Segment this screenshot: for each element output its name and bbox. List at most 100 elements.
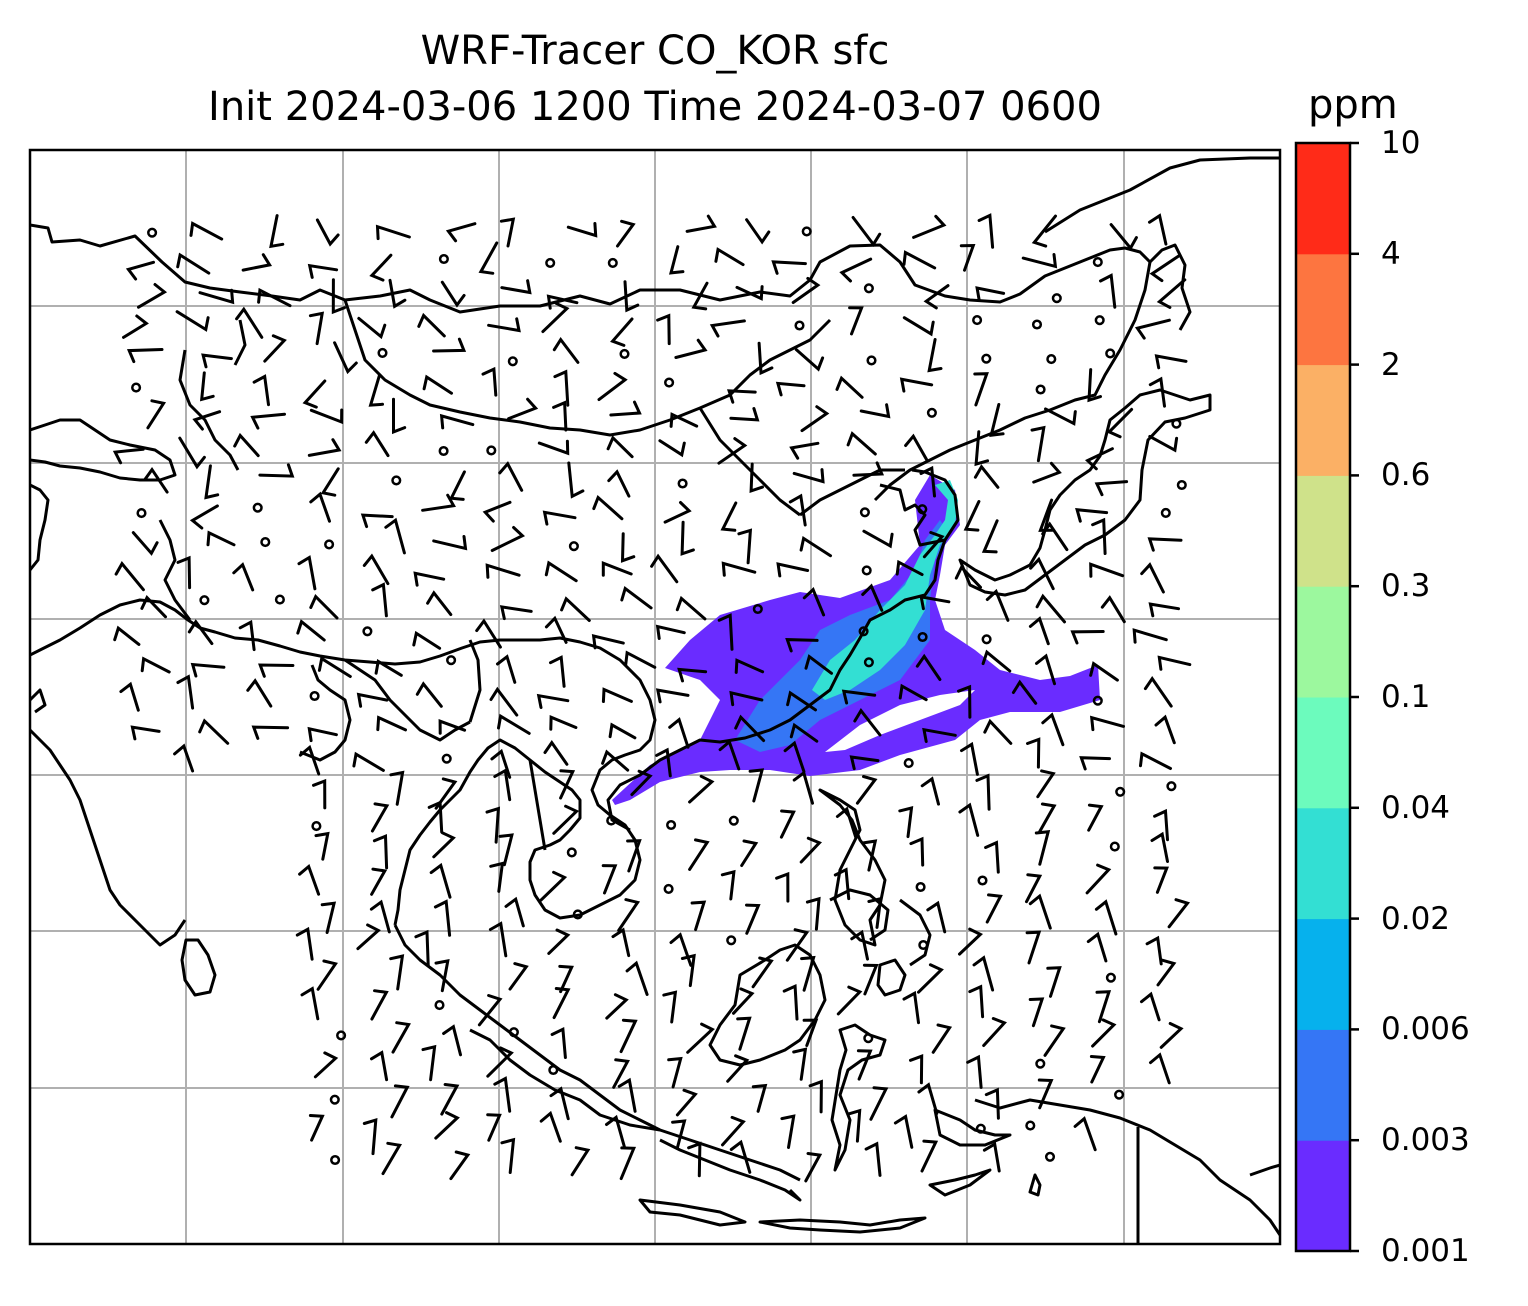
wind-barb [442, 1024, 462, 1057]
wind-barb [927, 338, 943, 373]
wind-barb [375, 224, 411, 241]
wind-barb [977, 213, 995, 249]
wind-barb [415, 681, 443, 708]
calm-wind-marker [274, 594, 285, 605]
wind-barb [623, 280, 640, 313]
wind-barb [315, 218, 340, 247]
wind-barb [729, 407, 760, 422]
wind-barb [1094, 899, 1118, 936]
wind-barb [490, 748, 512, 779]
wind-barb [959, 243, 976, 272]
wind-barb [232, 562, 255, 592]
wind-barb [794, 348, 825, 372]
wind-barb [833, 867, 851, 901]
wind-barb [445, 222, 477, 243]
wind-barb [780, 1114, 796, 1149]
wind-barb [849, 755, 880, 771]
wind-barb [362, 1118, 378, 1156]
calm-wind-marker [1044, 1151, 1056, 1162]
colorbar-segment [1296, 586, 1350, 698]
wind-barb [989, 403, 1005, 437]
calm-wind-marker [607, 257, 618, 268]
wind-barb [650, 553, 679, 584]
calm-wind-marker [863, 657, 874, 668]
wind-barb [605, 1114, 626, 1148]
calm-wind-marker [801, 226, 812, 237]
wind-barb [238, 619, 256, 652]
wind-barb [675, 1088, 698, 1117]
calm-wind-marker [1105, 972, 1116, 983]
wind-barb [674, 338, 708, 359]
wind-barb [486, 1113, 502, 1142]
wind-barb [370, 867, 388, 896]
calm-wind-marker [619, 348, 630, 359]
wind-barb [546, 294, 579, 310]
wind-barb [912, 214, 947, 239]
wind-barb [140, 594, 167, 619]
wind-barb [757, 341, 774, 376]
wind-barb [931, 1023, 953, 1054]
wind-barb [804, 1152, 823, 1183]
wind-barb [448, 470, 466, 501]
wind-barb [498, 833, 514, 867]
wind-barb [1029, 556, 1055, 591]
wind-barb [316, 959, 338, 991]
wind-barb [246, 678, 273, 708]
wind-barb [975, 286, 1006, 302]
calm-wind-marker [926, 407, 937, 418]
wind-barb [309, 408, 344, 425]
wind-barb [680, 953, 696, 988]
wind-barb [751, 1083, 768, 1113]
wind-barb [1148, 213, 1168, 246]
wind-barb [904, 433, 929, 462]
calm-wind-marker [147, 227, 158, 238]
wind-barb [389, 770, 405, 806]
wind-barb [481, 366, 498, 397]
wind-barb [1030, 425, 1046, 463]
wind-barb [1159, 1022, 1184, 1049]
wind-barb [895, 559, 924, 577]
calm-wind-marker [1115, 786, 1126, 797]
wind-barb [783, 740, 806, 773]
calm-wind-marker [917, 631, 928, 643]
calm-wind-marker [663, 883, 674, 894]
wind-barb [125, 260, 155, 281]
wind-barb [902, 990, 920, 1025]
wind-barb [954, 564, 982, 589]
wind-barb [440, 1083, 460, 1116]
wind-barb [745, 903, 761, 935]
wind-barb [192, 410, 222, 431]
calm-wind-marker [664, 377, 675, 388]
wind-barb [601, 749, 630, 772]
wind-barb [919, 465, 936, 498]
wind-barb [802, 587, 826, 617]
wind-barb [433, 899, 452, 937]
wind-barb [498, 461, 524, 492]
wind-barb [113, 625, 141, 646]
wind-barb [1089, 562, 1125, 578]
colorbar-tick-label: 4 [1381, 235, 1401, 272]
wind-barb [421, 493, 456, 512]
wind-barb [1038, 802, 1057, 833]
wind-barb [915, 653, 942, 681]
wind-barb [611, 927, 631, 958]
wind-barb [1139, 751, 1172, 770]
calm-wind-marker [752, 603, 763, 615]
wind-barb [500, 279, 532, 295]
wind-barb [862, 529, 894, 549]
wind-barb [846, 431, 877, 456]
wind-barb [1041, 521, 1069, 552]
wind-barb [427, 800, 444, 834]
calm-wind-marker [508, 1027, 519, 1038]
wind-barb [559, 769, 576, 800]
wind-barb [1091, 1018, 1117, 1048]
wind-barb [800, 405, 830, 433]
wind-barb [544, 560, 578, 583]
wind-barb [714, 247, 745, 267]
wind-barb [368, 374, 384, 407]
wind-barb [630, 769, 653, 797]
wind-barb [173, 743, 195, 773]
wind-barb [899, 377, 934, 393]
wind-barb [740, 839, 759, 867]
wind-barb [434, 1111, 460, 1140]
